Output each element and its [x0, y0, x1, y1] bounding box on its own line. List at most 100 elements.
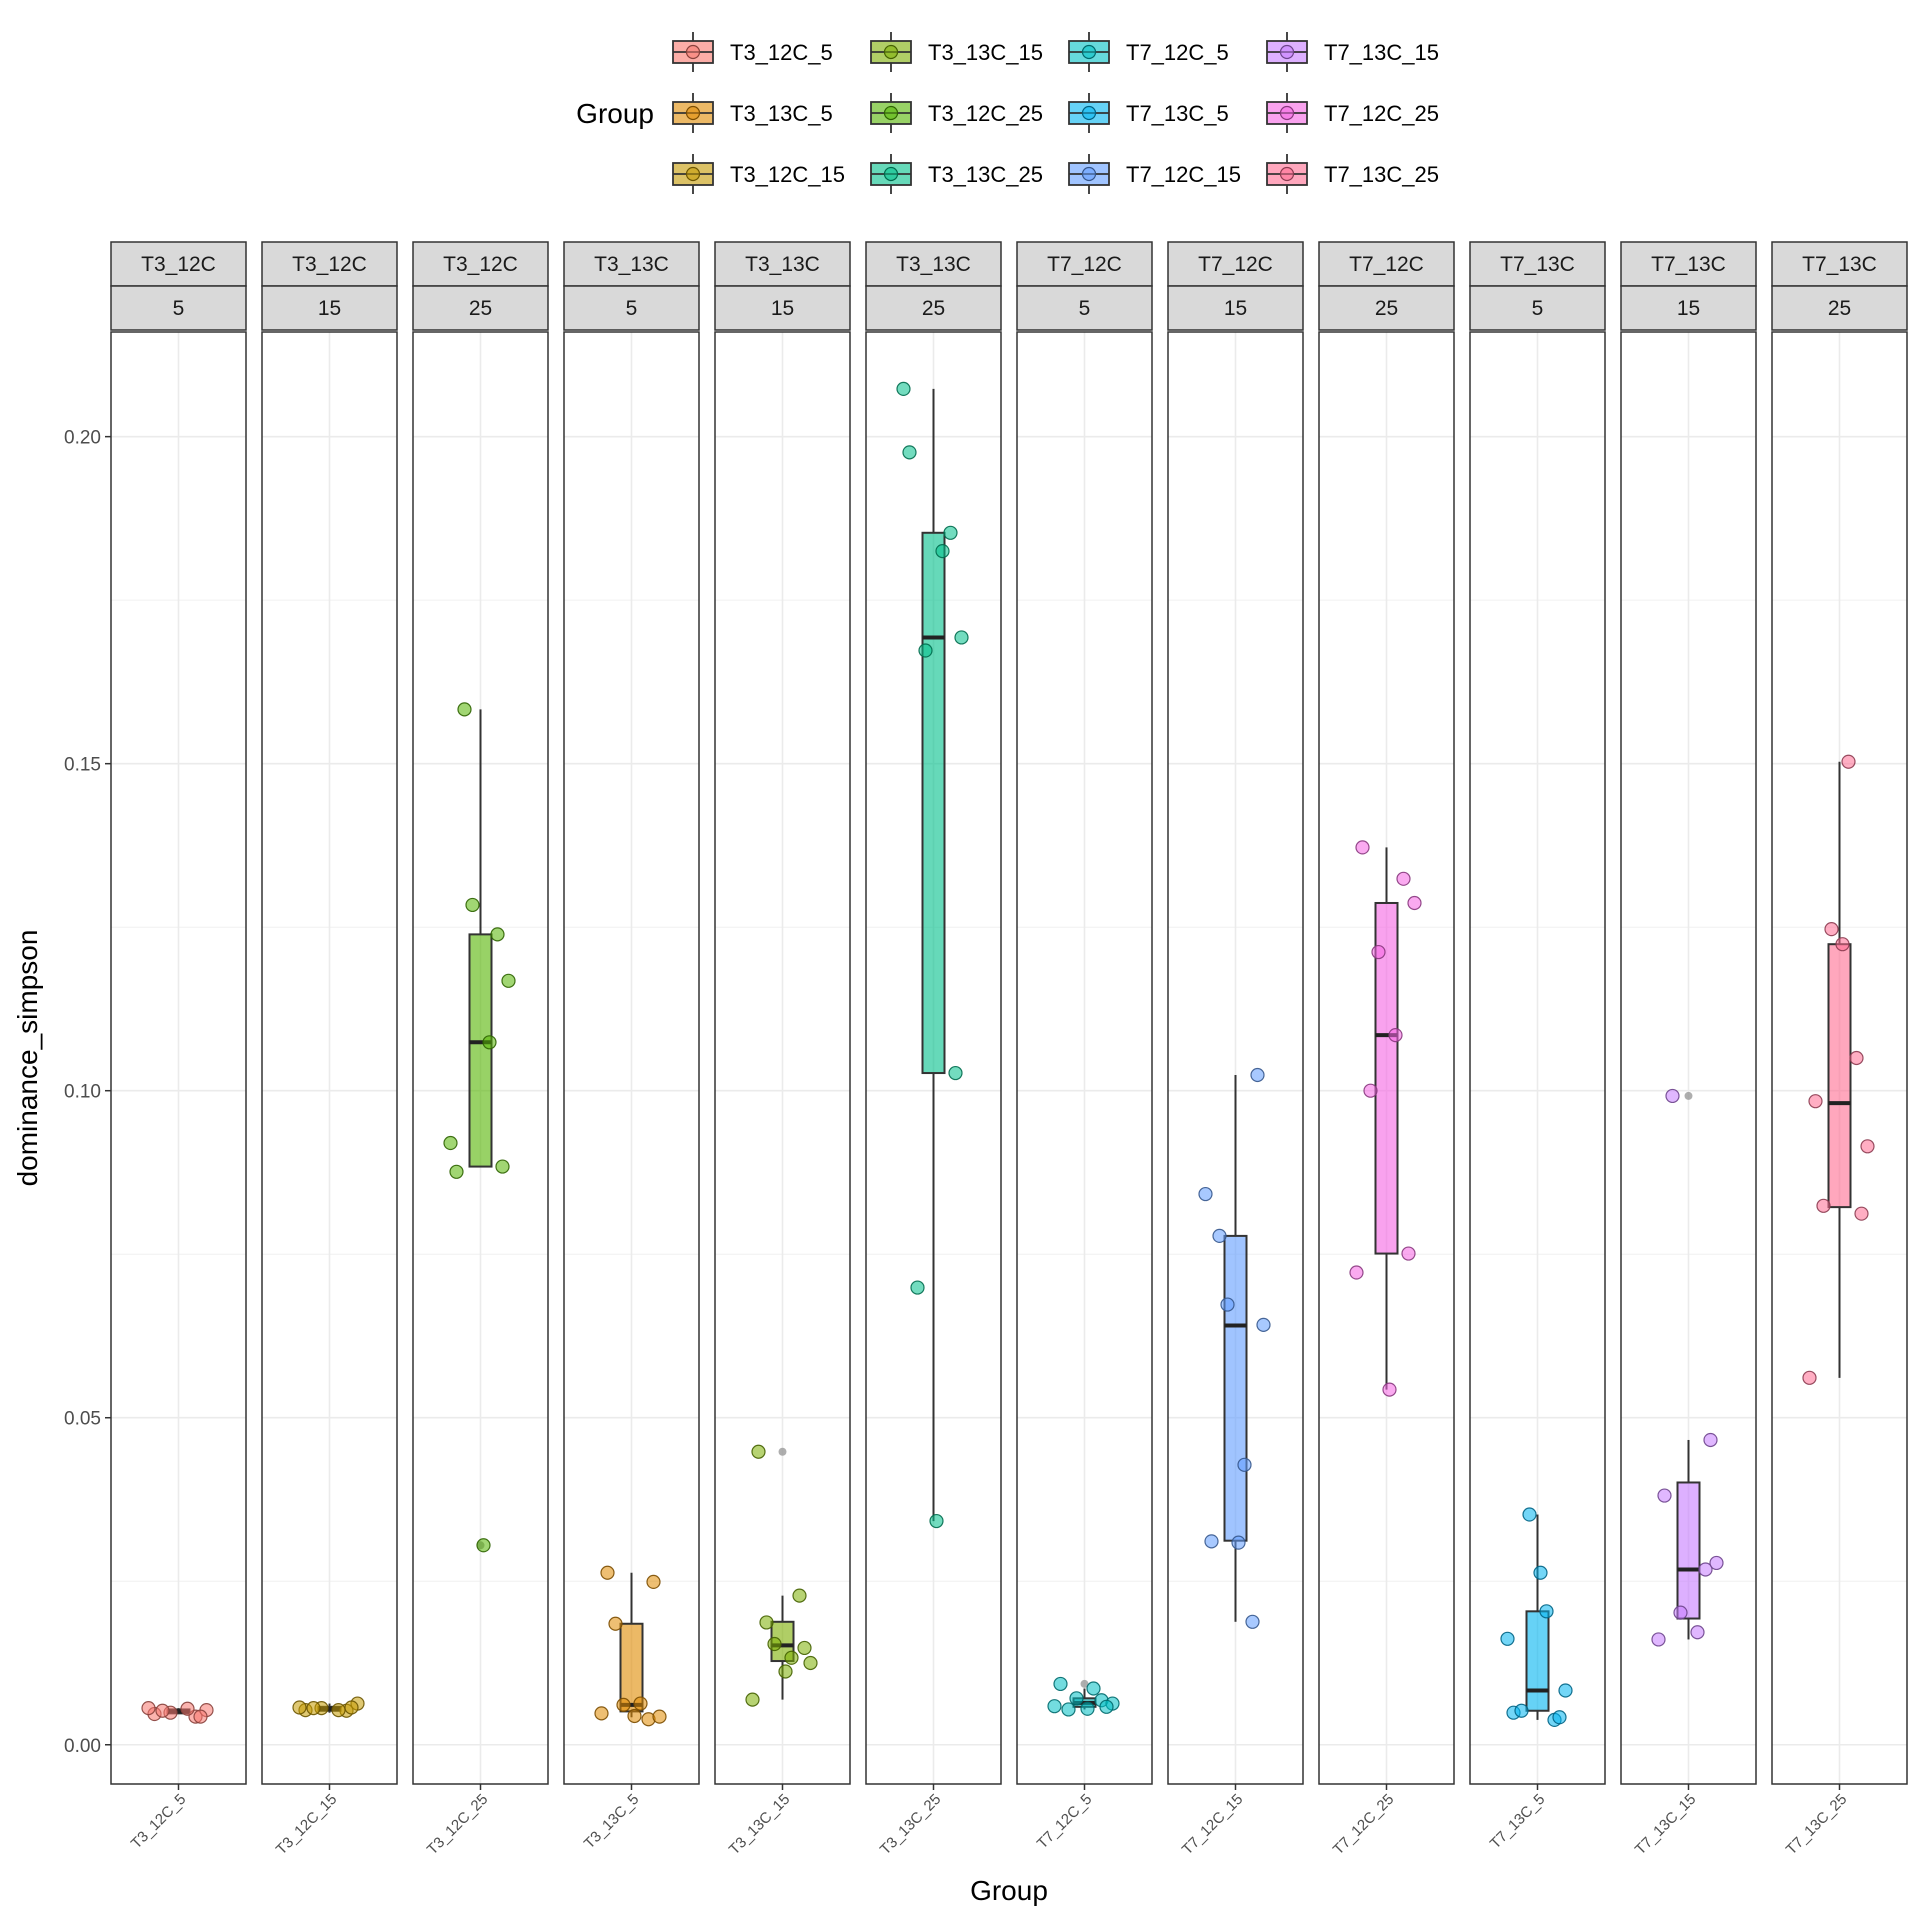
- data-point: [1355, 840, 1370, 855]
- data-point: [910, 1280, 925, 1295]
- strip-bg-bottom: [1167, 285, 1304, 331]
- data-point: [495, 1159, 510, 1174]
- legend-key-T3_13C_15: T3_13C_15: [870, 32, 1043, 72]
- strip-bg-top: [261, 241, 398, 287]
- y-tick-label: 0.15: [64, 755, 101, 776]
- strip-bg-bottom: [261, 285, 398, 331]
- data-point: [1816, 1198, 1831, 1213]
- data-point: [1401, 1246, 1416, 1261]
- legend-point: [1279, 105, 1295, 121]
- data-point: [1198, 1186, 1213, 1202]
- legend-key-T7_12C_15: T7_12C_15: [1068, 154, 1241, 194]
- legend-title: Group: [576, 98, 654, 129]
- strip-label-top: T7_13C: [1651, 253, 1726, 276]
- data-point: [193, 1709, 208, 1724]
- strip-bg-bottom: [110, 285, 247, 331]
- data-point: [616, 1697, 631, 1712]
- legend-point: [1081, 44, 1097, 60]
- data-point: [344, 1700, 359, 1715]
- data-point: [652, 1709, 667, 1724]
- legend-key-T7_12C_5: T7_12C_5: [1068, 32, 1229, 72]
- data-point: [180, 1701, 195, 1716]
- strip-label-bottom: 5: [1532, 297, 1544, 320]
- outlier-point: [1080, 1679, 1089, 1688]
- data-point: [803, 1655, 818, 1671]
- data-point: [600, 1565, 615, 1580]
- strip-bg-top: [563, 241, 700, 287]
- legend: Group T3_12C_5 T3_13C_5 T3_12C_15 T3_13C_15…: [576, 32, 1439, 194]
- strip-label-top: T7_13C: [1500, 253, 1575, 276]
- data-point: [1204, 1534, 1219, 1549]
- legend-point: [1279, 166, 1295, 182]
- data-point: [1558, 1683, 1573, 1698]
- facet-panels: T3_12C5T3_12C_5T3_12C15T3_12C_15T3_12C25…: [110, 241, 1908, 1858]
- data-point: [1703, 1432, 1718, 1448]
- strip-bg-bottom: [1318, 285, 1455, 331]
- data-point: [633, 1696, 648, 1711]
- legend-key-T7_12C_25: T7_12C_25: [1266, 93, 1439, 133]
- data-point: [482, 1035, 497, 1050]
- data-point: [1080, 1701, 1095, 1716]
- strip-label-top: T3_12C: [292, 253, 367, 276]
- strip-label-bottom: 25: [1828, 297, 1851, 320]
- strip-label-top: T7_13C: [1802, 253, 1877, 276]
- strip-label-bottom: 25: [922, 297, 945, 320]
- y-axis: 0.00 0.05 0.10 0.15 0.20: [64, 428, 111, 1757]
- strip-label-top: T3_12C: [443, 253, 518, 276]
- y-axis-title: dominance_simpson: [12, 930, 43, 1187]
- data-point: [1371, 944, 1386, 960]
- data-point: [331, 1702, 346, 1718]
- legend-key-T7_13C_5: T7_13C_5: [1068, 93, 1229, 133]
- legend-key-T7_13C_15: T7_13C_15: [1266, 32, 1439, 72]
- data-point: [465, 897, 480, 913]
- strip-label-bottom: 15: [1224, 297, 1247, 320]
- strip-label-bottom: 5: [1079, 297, 1091, 320]
- data-point: [1086, 1681, 1101, 1696]
- strip-label-top: T3_13C: [745, 253, 820, 276]
- data-point: [501, 973, 516, 988]
- data-point: [759, 1615, 774, 1630]
- data-point: [1860, 1139, 1875, 1154]
- data-point: [918, 643, 933, 658]
- data-point: [594, 1706, 609, 1721]
- data-point: [1539, 1604, 1554, 1619]
- data-point: [1388, 1028, 1403, 1043]
- data-point: [954, 630, 969, 645]
- data-point: [929, 1513, 944, 1529]
- strip-label-bottom: 5: [173, 297, 185, 320]
- box-body: [921, 531, 946, 1075]
- strip-label-bottom: 15: [318, 297, 341, 320]
- data-point: [1835, 937, 1850, 952]
- data-point: [1396, 871, 1411, 886]
- legend-point: [1279, 44, 1295, 60]
- box-body: [1827, 943, 1852, 1209]
- legend-label: T3_13C_25: [928, 162, 1043, 187]
- data-point: [1808, 1094, 1823, 1109]
- data-point: [767, 1636, 782, 1652]
- strip-bg-bottom: [865, 285, 1002, 331]
- strip-bg-bottom: [1016, 285, 1153, 331]
- outlier-point: [1684, 1091, 1693, 1100]
- data-point: [1854, 1206, 1869, 1221]
- strip-label-top: T7_12C: [1349, 253, 1424, 276]
- strip-bg-top: [412, 241, 549, 287]
- data-point: [141, 1701, 156, 1716]
- data-point: [490, 927, 505, 942]
- strip-label-bottom: 15: [1677, 297, 1700, 320]
- data-point: [1500, 1631, 1515, 1646]
- data-point: [457, 702, 472, 717]
- data-point: [1522, 1507, 1537, 1522]
- legend-key-T3_12C_5: T3_12C_5: [672, 32, 833, 72]
- legend-label: T3_12C_15: [730, 162, 845, 187]
- data-point: [449, 1164, 464, 1179]
- data-point: [1802, 1370, 1817, 1385]
- strip-label-top: T7_12C: [1198, 253, 1273, 276]
- data-point: [1709, 1555, 1724, 1571]
- strip-bg-bottom: [1771, 285, 1908, 331]
